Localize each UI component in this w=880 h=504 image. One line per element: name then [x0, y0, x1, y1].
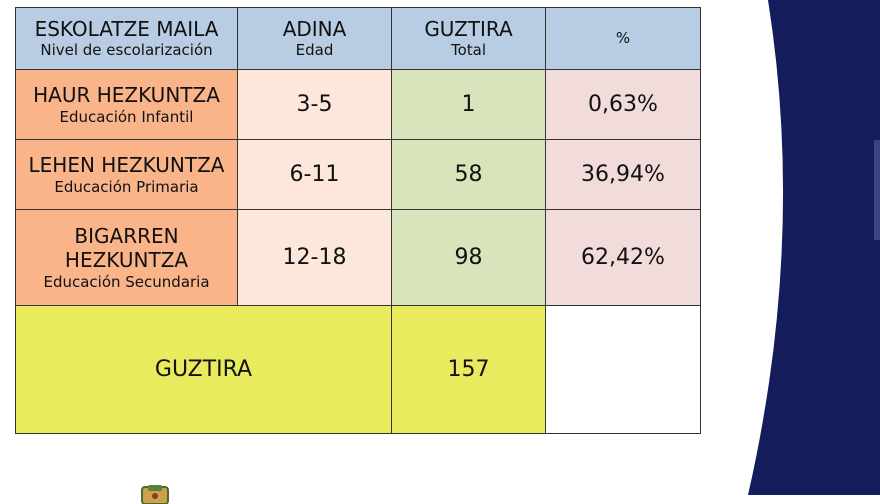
- header-level-title: ESKOLATZE MAILA: [34, 17, 219, 41]
- table-row: BIGARREN HEZKUNTZA Educación Secundaria …: [15, 209, 701, 306]
- header-total-title: GUZTIRA: [424, 17, 513, 41]
- summary-total: 157: [391, 305, 546, 434]
- level-name: HAUR HEZKUNTZA: [33, 82, 220, 107]
- level-cell: BIGARREN HEZKUNTZA Educación Secundaria: [15, 209, 238, 306]
- level-name: BIGARREN HEZKUNTZA: [64, 223, 189, 272]
- table-header-row: ESKOLATZE MAILA Nivel de escolarización …: [15, 7, 701, 70]
- header-level-subtitle: Nivel de escolarización: [40, 41, 213, 59]
- header-age-cell: ADINA Edad: [237, 7, 392, 70]
- summary-label: GUZTIRA: [15, 305, 392, 434]
- level-name: LEHEN HEZKUNTZA: [28, 152, 225, 177]
- age-cell: 3-5: [237, 69, 392, 140]
- level-name-spanish: Educación Secundaria: [43, 272, 210, 291]
- summary-row: GUZTIRA 157: [15, 305, 701, 434]
- header-percent-title: %: [615, 29, 631, 47]
- percent-cell: 0,63%: [545, 69, 701, 140]
- level-cell: LEHEN HEZKUNTZA Educación Primaria: [15, 139, 238, 210]
- percent-cell: 36,94%: [545, 139, 701, 210]
- header-total-subtitle: Total: [450, 41, 487, 59]
- schooling-table: ESKOLATZE MAILA Nivel de escolarización …: [15, 7, 701, 434]
- summary-empty-cell: [545, 305, 701, 434]
- header-age-subtitle: Edad: [295, 41, 334, 59]
- total-cell: 98: [391, 209, 546, 306]
- level-name-spanish: Educación Primaria: [54, 177, 199, 196]
- header-age-title: ADINA: [282, 17, 347, 41]
- header-level-cell: ESKOLATZE MAILA Nivel de escolarización: [15, 7, 238, 70]
- header-total-cell: GUZTIRA Total: [391, 7, 546, 70]
- level-cell: HAUR HEZKUNTZA Educación Infantil: [15, 69, 238, 140]
- table-row: HAUR HEZKUNTZA Educación Infantil 3-5 1 …: [15, 69, 701, 140]
- navy-decor-strip: [874, 140, 880, 240]
- age-cell: 12-18: [237, 209, 392, 306]
- percent-cell: 62,42%: [545, 209, 701, 306]
- total-cell: 58: [391, 139, 546, 210]
- level-name-spanish: Educación Infantil: [59, 107, 194, 126]
- header-percent-cell: %: [545, 7, 701, 70]
- age-cell: 6-11: [237, 139, 392, 210]
- coat-of-arms-icon: [141, 485, 169, 504]
- table-row: LEHEN HEZKUNTZA Educación Primaria 6-11 …: [15, 139, 701, 210]
- total-cell: 1: [391, 69, 546, 140]
- navy-decor-band: [748, 0, 880, 495]
